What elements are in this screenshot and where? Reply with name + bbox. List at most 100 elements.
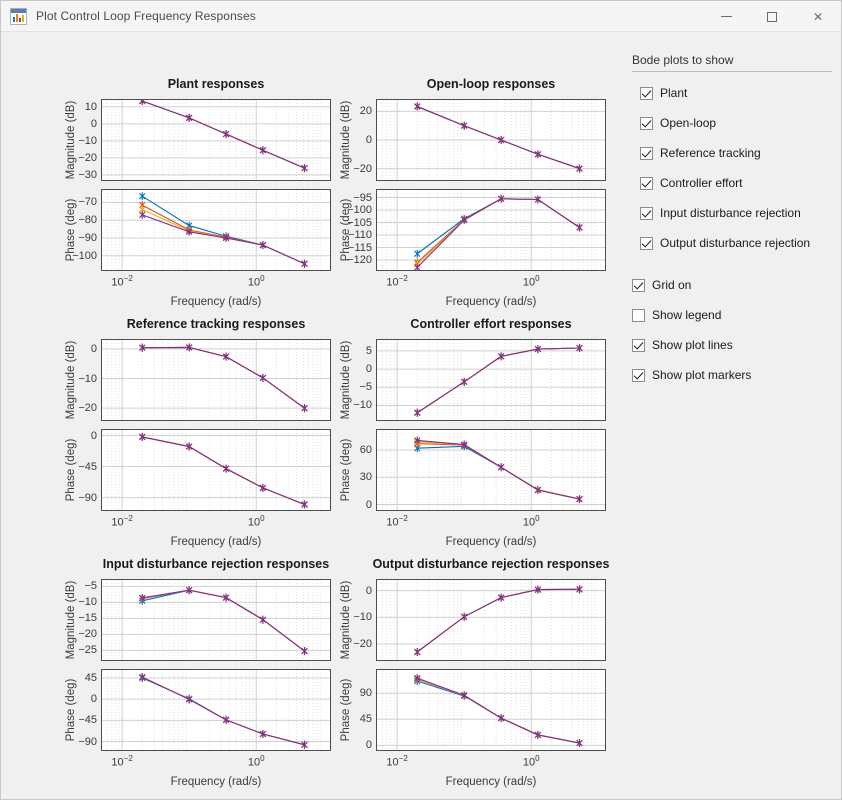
y-tick-label: −45: [78, 714, 97, 727]
checked-checkbox-icon[interactable]: [640, 86, 653, 100]
checkbox-label: Show plot markers: [652, 368, 752, 382]
y-tick-label: 0: [365, 363, 372, 376]
checkbox-label: Show legend: [652, 308, 722, 322]
x-axis-label: Frequency (rad/s): [445, 776, 537, 788]
y-tick-label: −20: [353, 162, 372, 175]
axes-phase: [101, 429, 331, 511]
window-title: Plot Control Loop Frequency Responses: [36, 9, 256, 23]
plot-title: Output disturbance rejection responses: [372, 557, 610, 571]
y-tick-label: 60: [359, 444, 372, 456]
x-tick-label: 100: [522, 514, 540, 529]
title-bar: Plot Control Loop Frequency Responses ✕: [1, 1, 841, 32]
axes-magnitude: [101, 99, 331, 181]
axes-magnitude: [376, 579, 606, 661]
y-tick-label: −80: [78, 214, 97, 227]
checkbox-row-controller-effort[interactable]: Controller effort: [640, 174, 832, 192]
axes-magnitude: [376, 339, 606, 421]
x-tick-label: 10−2: [111, 514, 133, 529]
y-tick-label: −115: [348, 241, 372, 254]
main-canvas: Plant responses 10 0 −10 −20 −30 Magnitude (dB…: [2, 33, 840, 798]
y-tick-label: −20: [353, 638, 372, 650]
checked-checkbox-icon[interactable]: [632, 278, 645, 292]
y-tick-label: −30: [78, 168, 97, 181]
x-tick-label: 10−2: [111, 274, 133, 289]
y-tick-label: 5: [365, 344, 372, 357]
y-tick-label: −10: [353, 611, 372, 624]
x-tick-label: 100: [247, 754, 265, 769]
y-tick-label: 0: [90, 342, 97, 355]
axes-phase: [101, 189, 331, 271]
x-axis-label: Frequency (rad/s): [445, 296, 537, 308]
sidebar-heading: Bode plots to show: [632, 53, 734, 67]
checkbox-row-reference-tracking[interactable]: Reference tracking: [640, 144, 832, 162]
y-tick-label: −25: [78, 644, 97, 657]
y-axis-label: Magnitude (dB): [340, 340, 352, 420]
plot-grid: Plant responses 10 0 −10 −20 −30 Magnitude (dB…: [2, 33, 632, 793]
checked-checkbox-icon[interactable]: [640, 176, 653, 190]
y-tick-label: −15: [78, 612, 97, 625]
y-tick-label: 0: [365, 498, 372, 511]
maximize-button[interactable]: [749, 1, 795, 32]
y-tick-label: −5: [84, 580, 97, 593]
axes-magnitude: [101, 579, 331, 661]
y-axis-label: Phase (deg): [340, 438, 352, 502]
plot-cell-controller-effort-responses: Controller effort responses 5 0 −5 −10 Magnit…: [324, 317, 609, 553]
y-tick-label: −100: [72, 249, 97, 262]
y-tick-label: 0: [365, 584, 372, 597]
checked-checkbox-icon[interactable]: [640, 116, 653, 130]
x-tick-label: 10−2: [111, 754, 133, 769]
checkbox-row-show-plot-markers[interactable]: Show plot markers: [632, 366, 832, 384]
y-tick-label: 0: [365, 739, 372, 752]
axes-phase: [376, 669, 606, 751]
checked-checkbox-icon[interactable]: [640, 236, 653, 250]
checkbox-row-input-disturbance-rejection[interactable]: Input disturbance rejection: [640, 204, 832, 222]
checkbox-row-grid-on[interactable]: Grid on: [632, 276, 832, 294]
y-tick-label: −5: [359, 381, 372, 394]
display-options-group: Grid on Show legend Show plot lines Show pl…: [632, 276, 832, 384]
x-tick-label: 100: [247, 274, 265, 289]
axes-phase: [376, 189, 606, 271]
checkbox-row-show-legend[interactable]: Show legend: [632, 306, 832, 324]
y-axis-label: Phase (deg): [340, 198, 352, 262]
checkbox-row-show-plot-lines[interactable]: Show plot lines: [632, 336, 832, 354]
y-tick-label: −90: [78, 232, 97, 244]
y-tick-label: −90: [78, 491, 97, 504]
x-tick-label: 10−2: [386, 514, 408, 529]
y-tick-label: 10: [84, 100, 97, 113]
axes-magnitude: [101, 339, 331, 421]
axes-phase: [101, 669, 331, 751]
axes-magnitude: [376, 99, 606, 181]
checkbox-label: Show plot lines: [652, 338, 733, 352]
y-tick-label: −20: [78, 402, 97, 415]
minimize-button[interactable]: [703, 1, 749, 32]
checkbox-label: Plant: [660, 86, 688, 100]
checkbox-label: Controller effort: [660, 176, 743, 190]
y-tick-label: 45: [359, 713, 372, 726]
unchecked-checkbox-icon[interactable]: [632, 308, 645, 322]
checked-checkbox-icon[interactable]: [640, 206, 653, 220]
y-tick-label: 0: [365, 134, 372, 146]
checkbox-row-plant[interactable]: Plant: [640, 84, 832, 102]
checkbox-label: Input disturbance rejection: [660, 206, 801, 220]
y-tick-label: 0: [90, 117, 97, 130]
plot-cell-output-disturbance-rejection-responses: Output disturbance rejection responses 0−…: [324, 557, 609, 793]
plot-options-group: Plant Open-loop Reference tracking Controll…: [632, 84, 832, 252]
x-axis-label: Frequency (rad/s): [170, 776, 262, 788]
axes-phase: [376, 429, 606, 511]
checked-checkbox-icon[interactable]: [632, 368, 645, 382]
y-tick-label: −10: [78, 372, 97, 385]
y-tick-label: −105: [347, 216, 372, 229]
matlab-app-icon: [10, 7, 27, 25]
y-axis-label: Magnitude (dB): [65, 580, 77, 660]
close-button[interactable]: ✕: [812, 9, 824, 24]
y-tick-label: 30: [359, 471, 372, 484]
x-tick-label: 10−2: [386, 274, 408, 289]
checkbox-row-output-disturbance-rejection[interactable]: Output disturbance rejection: [640, 234, 832, 252]
y-tick-label: 45: [84, 672, 97, 684]
checked-checkbox-icon[interactable]: [640, 146, 653, 160]
y-tick-label: −70: [78, 196, 97, 209]
checked-checkbox-icon[interactable]: [632, 338, 645, 352]
y-tick-label: −20: [78, 628, 97, 641]
x-tick-label: 10−2: [386, 754, 408, 769]
checkbox-row-open-loop[interactable]: Open-loop: [640, 114, 832, 132]
